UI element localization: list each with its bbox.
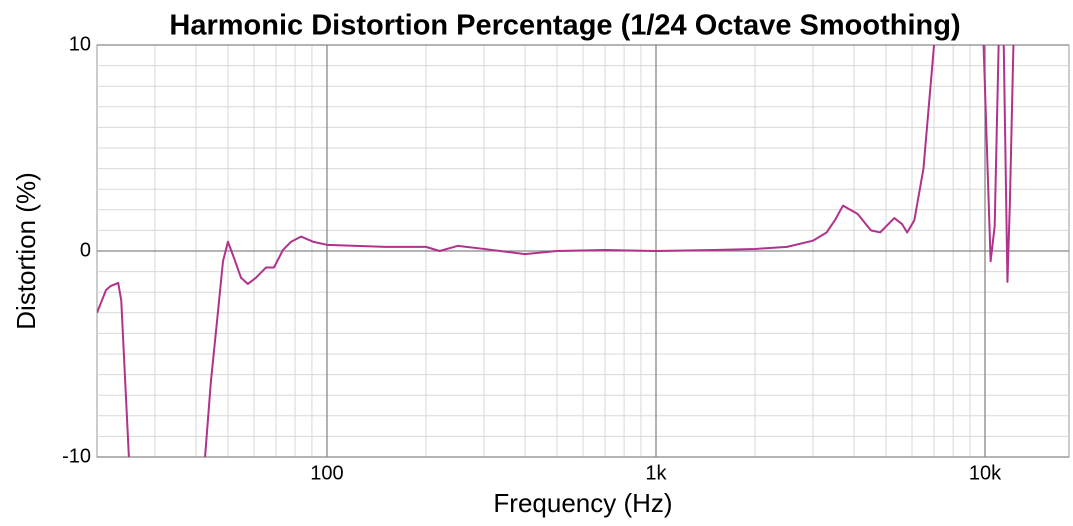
y-axis-label: Distortion (%) [11, 172, 41, 329]
x-axis-label: Frequency (Hz) [493, 488, 672, 518]
y-tick-label: 0 [80, 239, 91, 261]
x-tick-label: 100 [310, 462, 343, 484]
x-tick-label: 1k [645, 462, 667, 484]
y-tick-label: 10 [69, 33, 91, 55]
grid [97, 44, 1069, 458]
y-tick-label: -10 [62, 445, 91, 467]
data-line [97, 45, 1015, 457]
x-tick-label: 10k [969, 462, 1002, 484]
chart-title: Harmonic Distortion Percentage (1/24 Oct… [169, 10, 960, 42]
marks [97, 45, 1015, 457]
